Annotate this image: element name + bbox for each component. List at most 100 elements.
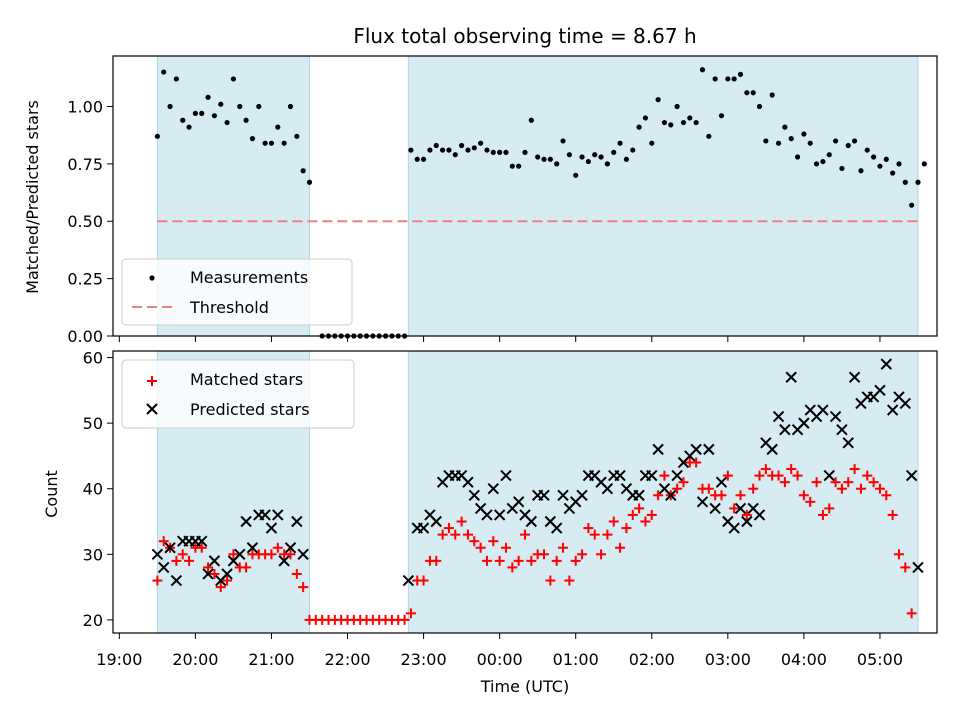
measurement-point: [522, 149, 528, 155]
predicted-mark-b: [633, 489, 645, 501]
matched-star-point: [488, 536, 499, 547]
predicted-star-point: [525, 515, 538, 528]
bottom-legend: Matched stars Predicted stars: [121, 359, 355, 429]
y-tick-label: 0.75: [67, 155, 103, 174]
x-tick-label: 23:00: [401, 650, 447, 669]
matched-star-point: [152, 575, 163, 586]
y-tick-label: 0.00: [67, 327, 103, 346]
predicted-star-point: [823, 469, 835, 482]
matched-star-point: [399, 614, 410, 625]
measurement-point: [661, 119, 668, 126]
legend-measurement-marker: [149, 275, 155, 281]
matched-star-point: [570, 555, 581, 566]
matched-star-point: [589, 529, 600, 540]
measurement-point: [294, 133, 300, 139]
y-tick-label: 1.00: [67, 97, 103, 116]
shaded-interval: [407, 55, 919, 337]
measurement-point: [547, 156, 553, 162]
measurement-point: [408, 147, 414, 153]
predicted-star-point: [728, 522, 740, 534]
predicted-star-point: [487, 483, 500, 495]
measurement-point: [712, 76, 718, 82]
predicted-mark-b: [823, 469, 835, 482]
measurement-point: [611, 149, 617, 155]
predicted-mark-b: [614, 469, 626, 482]
matched-star-point: [855, 483, 866, 494]
predicted-star-point: [614, 469, 626, 482]
matched-star-point: [830, 477, 841, 488]
predicted-mark-b: [696, 496, 709, 508]
measurement-point: [598, 154, 604, 160]
matched-star-point: [773, 470, 784, 481]
predicted-star-point: [557, 489, 569, 501]
measurement-point: [554, 161, 560, 167]
matched-star-point: [735, 490, 746, 501]
predicted-mark-b: [779, 423, 791, 436]
predicted-mark-b: [455, 469, 468, 482]
predicted-star-point: [874, 384, 886, 397]
predicted-star-point: [240, 515, 252, 528]
measurement-point: [256, 103, 262, 110]
predicted-mark-b: [690, 443, 702, 456]
predicted-mark-b: [842, 437, 854, 449]
matched-star-point: [443, 523, 454, 534]
predicted-mark-b: [259, 509, 271, 521]
measurement-point: [452, 152, 458, 158]
top-axes-frame: [112, 55, 938, 337]
y-tick-label: 60: [83, 349, 103, 368]
predicted-star-point: [848, 371, 861, 383]
predicted-mark-b: [836, 423, 848, 436]
predicted-star-point: [538, 489, 550, 501]
measurement-point: [224, 119, 230, 126]
matched-star-point: [900, 562, 911, 573]
matched-star-point: [798, 490, 809, 501]
predicted-star-point: [734, 502, 747, 515]
matched-star-point: [215, 582, 226, 593]
y-tick-label: 0.25: [67, 270, 103, 289]
legend-box: [121, 258, 353, 326]
measurement-point: [668, 122, 674, 128]
measurement-point: [877, 163, 883, 169]
x-tick-label: 05:00: [857, 650, 903, 669]
matched-star-point: [862, 470, 873, 481]
predicted-mark-b: [722, 515, 734, 528]
predicted-mark-b: [170, 574, 183, 587]
predicted-mark-b: [272, 509, 284, 521]
predicted-mark-b: [519, 509, 531, 521]
measurement-point: [427, 147, 433, 153]
x-tick-label: 22:00: [324, 650, 370, 669]
predicted-star-point: [836, 423, 848, 436]
predicted-star-point: [430, 515, 442, 528]
matched-star-point: [203, 562, 214, 573]
matched-star-point: [500, 542, 511, 553]
matched-star-point: [469, 536, 480, 547]
predicted-mark-b: [265, 522, 278, 534]
predicted-star-point: [576, 489, 588, 501]
measurement-point: [763, 138, 769, 144]
predicted-star-point: [785, 371, 797, 383]
measurement-point: [566, 152, 572, 158]
predicted-mark-b: [196, 535, 208, 547]
matched-star-point: [431, 555, 442, 566]
predicted-mark-b: [658, 483, 671, 495]
predicted-star-point: [646, 469, 658, 482]
matched-star-point: [177, 549, 188, 560]
y-tick-label: 20: [83, 611, 103, 630]
predicted-star-point: [671, 469, 683, 482]
predicted-star-point: [202, 568, 214, 580]
matched-star-point: [228, 549, 239, 560]
predicted-mark-b: [500, 469, 512, 482]
measurement-point: [832, 138, 839, 144]
predicted-star-point: [899, 397, 912, 410]
predicted-mark-b: [544, 515, 557, 528]
predicted-mark-b: [278, 555, 290, 567]
measurement-point: [560, 138, 566, 144]
predicted-mark-b: [715, 476, 728, 488]
bottom-axes-frame: [112, 350, 938, 634]
matched-star-point: [627, 509, 638, 520]
measurement-point: [909, 202, 915, 208]
predicted-star-point: [291, 515, 303, 528]
legend-box: [121, 359, 355, 429]
predicted-star-point: [221, 568, 233, 580]
